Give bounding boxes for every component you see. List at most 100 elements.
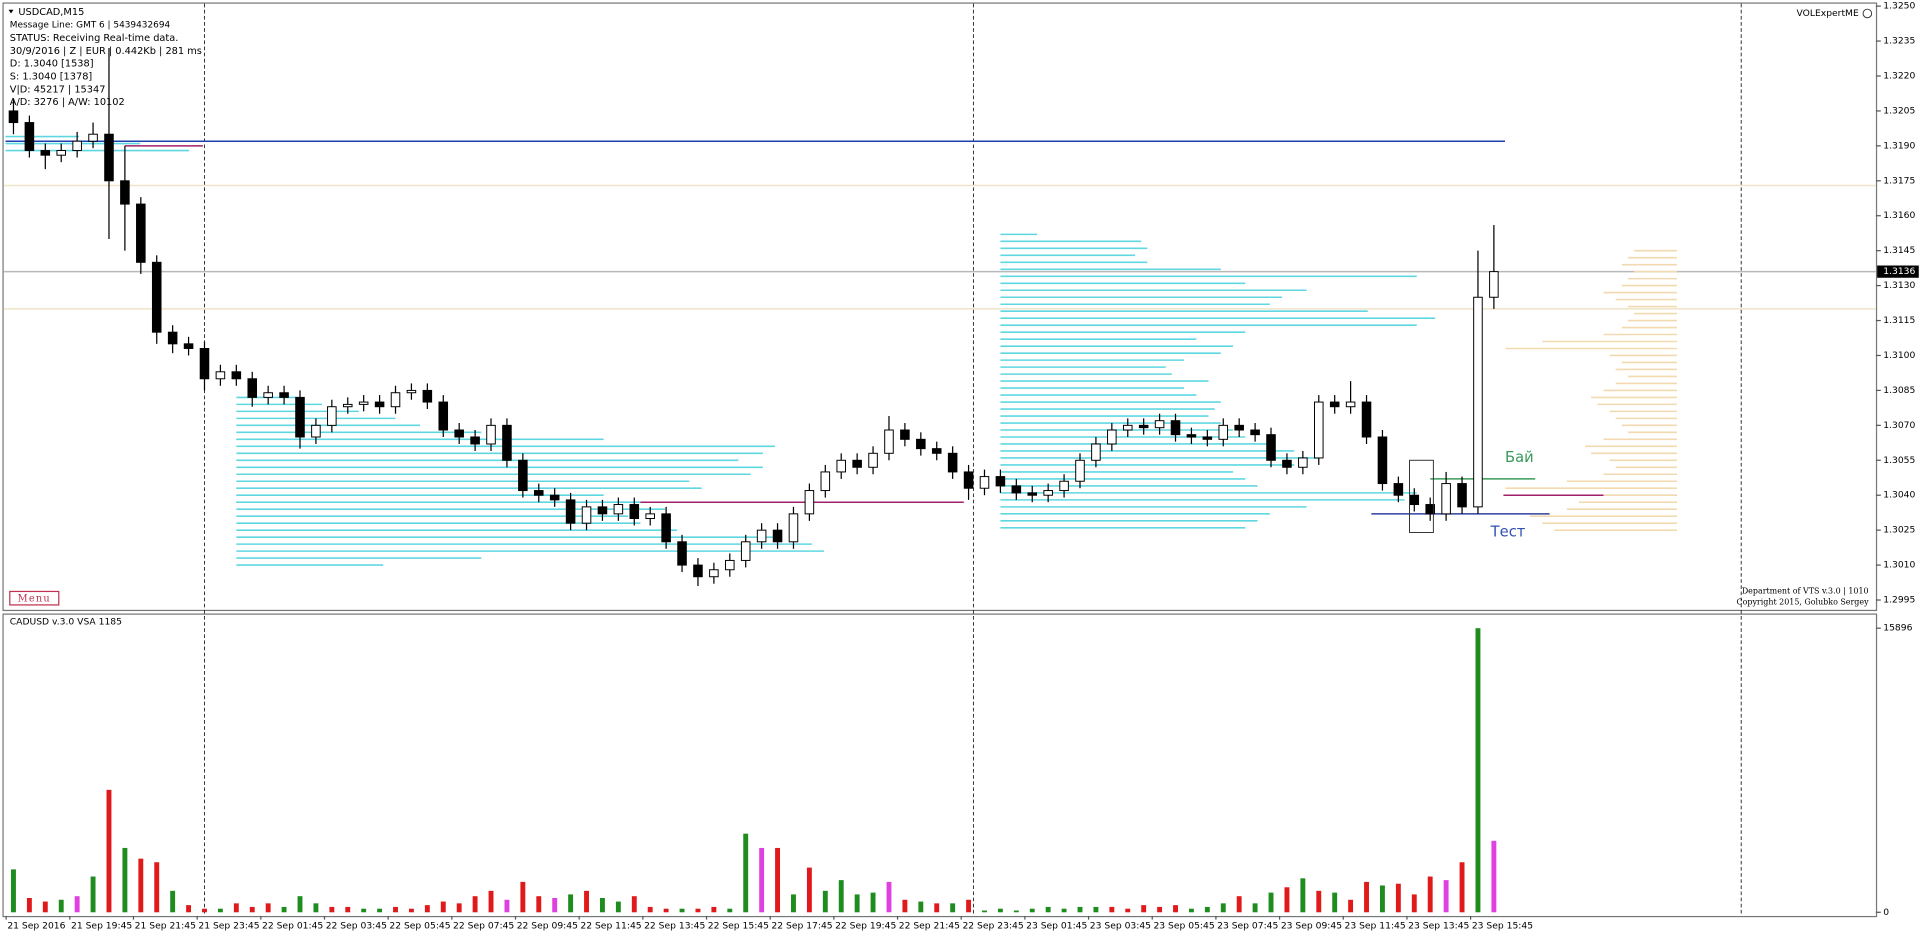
volume-bar [313,903,319,913]
candle-body [1282,459,1292,468]
candle-body [40,150,51,156]
candle-body [1186,434,1197,438]
candle-body [279,392,289,398]
volume-bar [1475,628,1481,913]
y-tick-label: 1.3205 [1883,105,1915,116]
candle-body [1091,443,1101,461]
x-tick-label: 22 Sep 17:45 [771,920,832,931]
volume-bar [1077,906,1083,913]
expert-icon [1862,8,1873,19]
candle-body [740,541,751,561]
y-tick-label: 1.2995 [1883,595,1915,606]
candle-body [1441,483,1451,515]
volume-bar [1029,908,1035,913]
candle-body [1202,436,1213,440]
volume-bar [536,896,542,913]
candle-body [247,378,258,398]
volume-bar [997,908,1003,913]
volume-bar [74,896,80,913]
volume-bar [615,901,621,913]
y-tick-label: 1.3115 [1883,315,1915,326]
volume-bar [377,908,383,913]
volume-bar [1109,906,1115,913]
volume-bar [647,906,653,913]
x-tick-label: 21 Sep 19:45 [71,920,132,931]
volume-bar [138,858,144,913]
volume-bar [822,890,828,913]
symbol-label: USDCAD,M15 [18,7,84,18]
candle-body [390,392,401,408]
candle-body [120,180,130,205]
volume-bar [1427,876,1433,913]
menu-button[interactable]: Menu [9,590,60,606]
menu-frame[interactable] [9,590,60,606]
volume-bar [631,896,637,913]
volume-bar [663,908,669,913]
volume-bar [106,789,112,913]
volume-bar [1459,862,1465,913]
candle-body [1122,424,1133,431]
candle-body [868,452,878,468]
y-tick-label: 1.3100 [1883,350,1915,361]
footer-line: Copyright 2015, Golubko Sergey [1737,597,1870,606]
candle-body [1473,296,1483,508]
candle-body [1393,483,1404,496]
volume-bar [711,906,717,913]
collapse-arrow [8,9,14,14]
volume-bar [918,901,924,913]
x-tick-label: 23 Sep 11:45 [1344,920,1405,931]
candle-body [199,348,210,380]
volume-bar [329,906,335,913]
candle-body [677,541,687,566]
candle-body [1266,434,1276,461]
main-pane [2,2,1878,612]
volume-bar [1491,840,1497,913]
menu-label[interactable]: Menu [18,593,51,604]
candle-body [1011,485,1022,494]
y-tick-label: 1.3085 [1883,385,1915,396]
x-tick-label: 21 Sep 2016 [7,920,65,931]
candle-body [72,140,82,152]
candle-body [1043,490,1053,496]
candle-body [56,150,66,156]
volume-bar [1093,906,1099,913]
volume-bar [170,890,176,913]
volume-bar [1316,890,1322,913]
annotation: Тест [1490,523,1526,540]
x-tick-label: 22 Sep 23:45 [962,920,1023,931]
volume-bar [1061,908,1067,913]
volume-bar [217,908,223,913]
y-tick-label: 1.3145 [1883,245,1915,256]
volume-bar [393,906,398,913]
candle-body [1075,459,1085,482]
info-line: A/D: 3276 | A/W: 10102 [10,97,125,108]
candle-body [1361,401,1372,438]
volume-bar [1411,894,1417,913]
candle-body [215,371,226,380]
x-tick-label: 21 Sep 21:45 [135,920,196,931]
volume-bar [1252,903,1258,913]
volume-bar [1236,896,1242,913]
candle-body [263,392,273,398]
volume-bar [743,833,749,913]
volume-pane [2,613,1878,918]
volume-bar [504,899,510,913]
volume-bar [1125,908,1131,913]
candle-body [438,401,449,431]
volume-bar [727,908,733,913]
candle-body [931,448,942,454]
candle-body [581,506,592,524]
volume-bar [966,899,972,913]
volume-bar [361,908,367,913]
x-tick-label: 23 Sep 15:45 [1472,920,1533,931]
candle-body [88,133,98,142]
candle-body [1425,504,1435,515]
volume-bar [1204,906,1210,913]
volume-bar [838,880,844,913]
candle-body [788,513,799,543]
annotation: Бай [1505,449,1534,466]
candle-body [1489,271,1499,298]
volume-bar [488,890,494,913]
candle-body [1218,424,1229,440]
